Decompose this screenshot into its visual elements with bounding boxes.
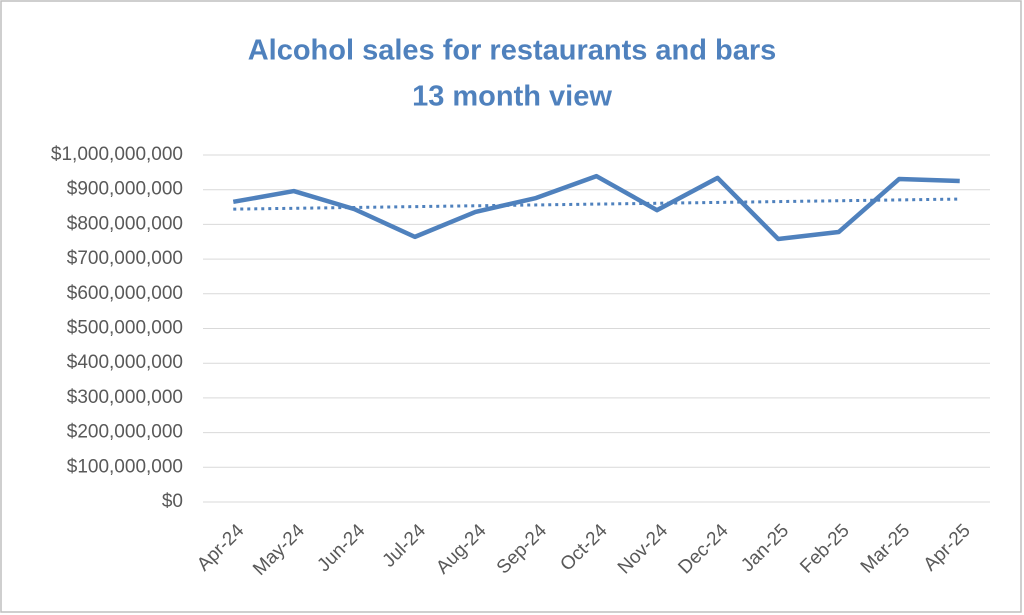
y-tick-label: $0 [162, 491, 183, 512]
y-tick-label: $400,000,000 [67, 352, 183, 373]
y-tick-label: $100,000,000 [67, 456, 183, 477]
y-tick-label: $500,000,000 [67, 318, 183, 339]
y-tick-label: $900,000,000 [67, 179, 183, 200]
y-tick-label: $700,000,000 [67, 248, 183, 269]
y-tick-label: $200,000,000 [67, 422, 183, 443]
y-tick-label: $300,000,000 [67, 387, 183, 408]
y-tick-label: $600,000,000 [67, 283, 183, 304]
data-line [232, 173, 960, 242]
y-tick-label: $800,000,000 [67, 213, 183, 234]
chart-subtitle: 13 month view [412, 81, 612, 113]
trendline [233, 197, 960, 211]
chart-title: Alcohol sales for restaurants and bars [248, 35, 777, 67]
y-tick-label: $1,000,000,000 [51, 144, 183, 165]
